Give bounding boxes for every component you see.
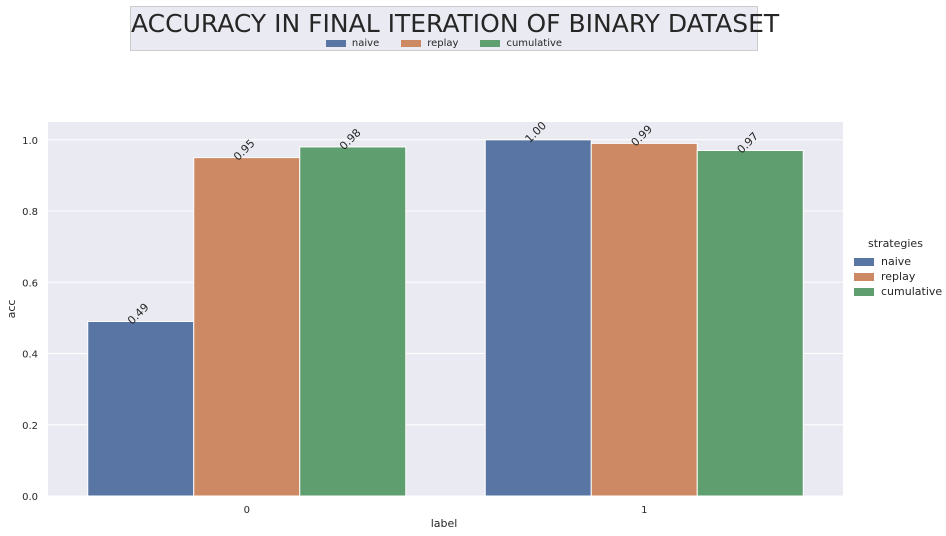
y-axis-label: acc bbox=[5, 300, 18, 319]
legend-swatch bbox=[480, 40, 501, 47]
bars bbox=[87, 139, 804, 497]
side-legend-item-cumulative: cumulative bbox=[854, 284, 942, 299]
legend-title: strategies bbox=[868, 237, 923, 250]
legend-swatch bbox=[325, 40, 346, 47]
legend-item-replay: replay bbox=[401, 38, 458, 49]
legend-label: replay bbox=[427, 38, 459, 49]
x-tick-label: 0 bbox=[244, 505, 250, 516]
x-axis-label: label bbox=[431, 517, 458, 530]
bar-naive-0 bbox=[87, 320, 195, 497]
y-tick-label: 0.0 bbox=[22, 492, 38, 503]
legend-label: naive bbox=[351, 38, 380, 49]
legend-item-naive: naive bbox=[325, 38, 380, 49]
legend-item-cumulative: cumulative bbox=[480, 38, 562, 49]
legend-label: replay bbox=[881, 270, 916, 283]
y-tick-labels: 0.0 0.2 0.4 0.6 0.8 1.0 bbox=[22, 136, 38, 503]
chart-title: ACCURACY IN FINAL ITERATION OF BINARY DA… bbox=[131, 9, 780, 38]
legend-label: cumulative bbox=[506, 38, 563, 49]
bar-cumulative-0 bbox=[299, 146, 407, 497]
legend-label: naive bbox=[881, 255, 912, 268]
bar-cumulative-1 bbox=[696, 149, 804, 497]
legend-swatch bbox=[854, 257, 874, 266]
bar-naive-1 bbox=[484, 139, 592, 497]
y-tick-label: 0.4 bbox=[22, 350, 38, 361]
side-legend-item-naive: naive bbox=[854, 254, 942, 269]
legend-swatch bbox=[854, 287, 874, 296]
legend-label: cumulative bbox=[881, 285, 943, 298]
title-box: ACCURACY IN FINAL ITERATION OF BINARY DA… bbox=[130, 6, 780, 51]
y-tick-label: 1.0 bbox=[22, 136, 38, 147]
top-legend: naive replay cumulative bbox=[131, 38, 757, 49]
side-legend: strategies naive replay cumulative bbox=[854, 237, 942, 299]
bar-replay-1 bbox=[590, 142, 698, 497]
x-tick-label: 1 bbox=[641, 505, 647, 516]
y-tick-label: 0.2 bbox=[22, 421, 38, 432]
y-tick-label: 0.8 bbox=[22, 207, 38, 218]
y-tick-label: 0.6 bbox=[22, 278, 38, 289]
bar-replay-0 bbox=[193, 157, 301, 497]
legend-swatch bbox=[401, 40, 422, 47]
legend-swatch bbox=[854, 272, 874, 281]
side-legend-item-replay: replay bbox=[854, 269, 942, 284]
